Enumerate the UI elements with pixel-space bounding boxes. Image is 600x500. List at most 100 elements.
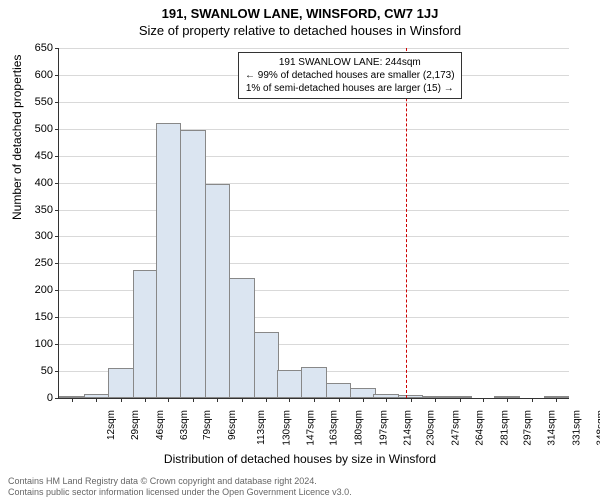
xtick-mark [121,398,122,402]
xtick-mark [435,398,436,402]
ytick-label: 450 [13,150,53,162]
ytick-mark [55,398,59,399]
xtick-label: 96sqm [227,410,238,440]
xtick-mark [314,398,315,402]
xtick-mark [96,398,97,402]
xtick-mark [168,398,169,402]
ytick-label: 350 [13,204,53,216]
xtick-mark [193,398,194,402]
xtick-label: 63sqm [179,410,190,440]
ytick-mark [55,183,59,184]
xtick-mark [145,398,146,402]
ytick-mark [55,371,59,372]
plot: 0501001502002503003504004505005506006501… [58,48,569,399]
xtick-label: 147sqm [306,410,317,446]
chart-title-main: 191, SWANLOW LANE, WINSFORD, CW7 1JJ [0,0,600,21]
x-axis-label: Distribution of detached houses by size … [0,452,600,466]
xtick-label: 247sqm [450,410,461,446]
ytick-label: 550 [13,96,53,108]
xtick-mark [242,398,243,402]
xtick-mark [339,398,340,402]
ytick-mark [55,210,59,211]
histogram-bar [350,388,376,398]
gridline [59,48,569,49]
ytick-label: 150 [13,311,53,323]
xtick-mark [217,398,218,402]
ytick-mark [55,156,59,157]
xtick-mark [556,398,557,402]
ytick-mark [55,263,59,264]
gridline [59,263,569,264]
ytick-label: 500 [13,123,53,135]
xtick-mark [532,398,533,402]
plot-area: 0501001502002503003504004505005506006501… [58,48,568,398]
ytick-label: 400 [13,177,53,189]
xtick-label: 214sqm [403,410,414,446]
xtick-label: 281sqm [499,410,510,446]
histogram-bar [229,278,255,398]
annotation-line1: 191 SWANLOW LANE: 244sqm [245,56,455,69]
ytick-label: 650 [13,42,53,54]
xtick-label: 348sqm [596,410,600,446]
chart-container: 191, SWANLOW LANE, WINSFORD, CW7 1JJ Siz… [0,0,600,500]
histogram-bar [156,123,182,398]
annotation-box: 191 SWANLOW LANE: 244sqm ← 99% of detach… [238,52,462,99]
footer-line1: Contains HM Land Registry data © Crown c… [8,476,352,487]
xtick-label: 163sqm [329,410,340,446]
histogram-bar [326,383,352,398]
annotation-line2: ← 99% of detached houses are smaller (2,… [245,69,455,82]
xtick-label: 130sqm [281,410,292,446]
xtick-mark [460,398,461,402]
xtick-mark [266,398,267,402]
histogram-bar [108,368,134,398]
footer-attribution: Contains HM Land Registry data © Crown c… [8,476,352,498]
ytick-label: 300 [13,230,53,242]
xtick-mark [386,398,387,402]
histogram-bar [301,367,327,398]
ytick-mark [55,48,59,49]
gridline [59,129,569,130]
chart-title-sub: Size of property relative to detached ho… [0,21,600,38]
xtick-mark [411,398,412,402]
histogram-bar [205,184,231,398]
xtick-label: 314sqm [547,410,558,446]
ytick-label: 600 [13,69,53,81]
ytick-mark [55,102,59,103]
histogram-bar [254,332,280,398]
xtick-label: 29sqm [130,410,141,440]
gridline [59,156,569,157]
ytick-mark [55,236,59,237]
ytick-label: 100 [13,338,53,350]
gridline [59,210,569,211]
annotation-line3: 1% of semi-detached houses are larger (1… [245,82,455,95]
histogram-bar [277,370,303,398]
xtick-label: 230sqm [426,410,437,446]
xtick-label: 180sqm [354,410,365,446]
ytick-label: 200 [13,284,53,296]
xtick-label: 79sqm [202,410,213,440]
xtick-label: 331sqm [571,410,582,446]
histogram-bar [133,270,159,398]
xtick-label: 46sqm [155,410,166,440]
xtick-mark [507,398,508,402]
ytick-mark [55,317,59,318]
histogram-bar [180,130,206,398]
xtick-mark [72,398,73,402]
xtick-label: 197sqm [378,410,389,446]
xtick-label: 264sqm [475,410,486,446]
xtick-mark [363,398,364,402]
xtick-label: 113sqm [256,410,267,445]
xtick-mark [289,398,290,402]
ytick-label: 50 [13,365,53,377]
ytick-label: 250 [13,257,53,269]
ytick-mark [55,344,59,345]
gridline [59,102,569,103]
gridline [59,183,569,184]
xtick-label: 297sqm [522,410,533,446]
marker-line [406,48,407,398]
ytick-mark [55,75,59,76]
footer-line2: Contains public sector information licen… [8,487,352,498]
xtick-label: 12sqm [106,410,117,440]
ytick-mark [55,129,59,130]
xtick-mark [483,398,484,402]
